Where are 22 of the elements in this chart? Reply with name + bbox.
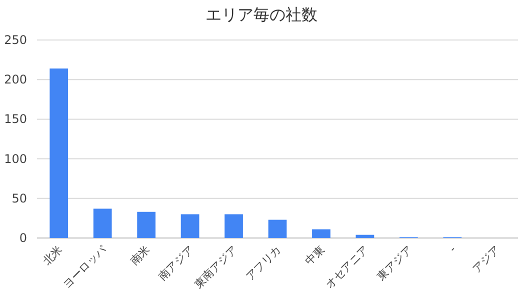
bar <box>224 214 243 238</box>
x-tick-label: 東南アジア <box>192 242 240 292</box>
y-tick-label: 150 <box>4 112 27 126</box>
x-tick-label: 南米 <box>128 242 152 268</box>
x-tick-label: 中東 <box>302 242 328 268</box>
bar <box>180 214 200 238</box>
bar <box>137 212 156 238</box>
bar <box>356 234 374 238</box>
y-tick-label: 50 <box>12 191 27 206</box>
x-tick-label: 東アジア <box>374 242 415 284</box>
y-tick-label: 200 <box>4 72 27 87</box>
y-tick-label: 0 <box>19 231 27 245</box>
y-tick-label: 250 <box>4 33 27 47</box>
bar <box>50 68 68 238</box>
bar <box>268 220 287 238</box>
bar <box>93 208 112 238</box>
x-tick-label: アジア <box>470 242 502 276</box>
x-tick-label: - <box>446 242 459 255</box>
y-tick-label: 100 <box>4 152 27 166</box>
chart-title: エリア毎の社数 <box>206 5 318 24</box>
bar <box>312 229 330 238</box>
x-tick-label: アフリカ <box>243 242 284 284</box>
